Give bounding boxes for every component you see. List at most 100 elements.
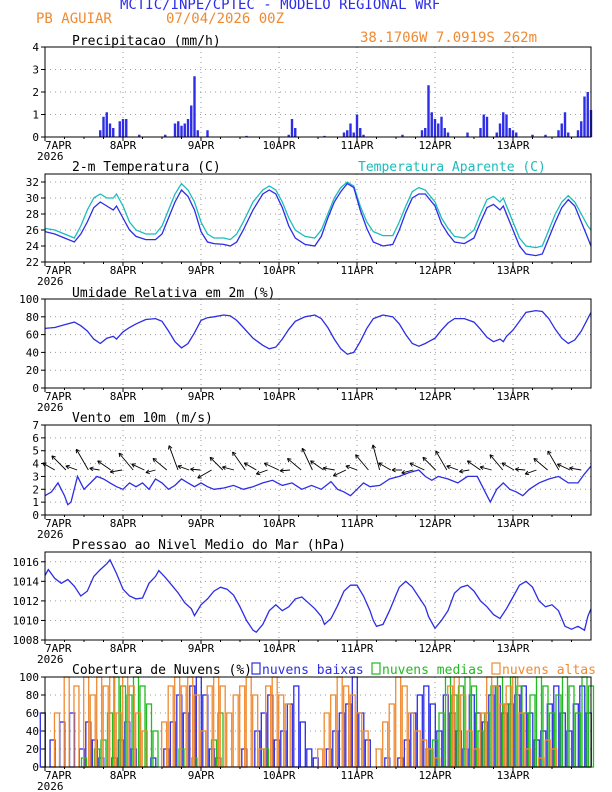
rh-ytick-label: 80 [26,311,39,324]
precip-bar [437,123,440,137]
clouds-xtick-label: 10APR [262,769,295,782]
cloud-legend-swatch [371,662,381,675]
temp-ytick-label: 30 [26,192,39,205]
clouds-ytick-label: 20 [26,743,39,756]
temp-series-line [44,182,592,257]
clouds-ytick-label: 100 [19,671,39,684]
rh-xtick-label: 10APR [262,390,295,403]
temp-xtick-label: 7APR [45,264,72,277]
wind-vector [372,444,381,471]
wind-xyear-label: 2026 [37,528,64,541]
rh-panel [41,298,592,392]
wind-vector-head [556,463,562,468]
wind-vector-head [131,463,136,468]
wind-vector-head [209,456,215,462]
wind-vector [145,469,156,474]
wind-vector [190,468,201,471]
rh-xtick-label: 7APR [45,390,72,403]
wind-vector [97,460,112,471]
rh-xtick-label: 9APR [188,390,215,403]
rh-ytick-label: 20 [26,364,39,377]
temp-xyear-label: 2026 [37,275,64,288]
precip-bar [105,112,108,137]
header-station: PB AGUIAR [36,11,112,27]
clouds-ytick-label: 40 [26,725,39,738]
precip-bar [580,121,583,137]
wind-vector-head [222,465,227,470]
clouds-xtick-label: 8APR [110,769,137,782]
pres-title: Pressao ao Nivel Medio do Mar (hPa) [72,538,346,553]
precip-bar [121,119,125,137]
precip-bar [433,119,437,137]
precip-bar [346,130,349,137]
wind-vector-head [51,455,56,460]
wind-vector [479,466,492,471]
precip-bar [502,112,505,137]
rh-ytick-label: 60 [26,329,39,342]
wind-vector [222,466,235,471]
wind-vector [287,458,302,471]
wind-xtick-label: 11APR [340,517,373,530]
wind-vector [256,469,268,475]
precip-bar [466,132,469,137]
precip-bar [498,123,502,137]
pres-xtick-label: 7APR [45,642,72,655]
temp-frame [44,173,592,263]
clouds-ytick-label: 80 [26,689,39,702]
precip-bar [482,114,485,137]
wind-vector [547,450,560,471]
clouds-xtick-label: 13APR [496,769,529,782]
clouds-xtick-label: 12APR [418,769,451,782]
precip-bar [544,134,547,137]
wind-ytick-label: 0 [32,509,39,522]
precip-bar [359,128,362,137]
cloud-legend-label: nuvens altas [502,663,596,678]
rh-xtick-label: 12APR [418,390,451,403]
pres-xtick-label: 13APR [496,642,529,655]
precip-bar [294,128,297,137]
wind-vector [435,450,448,471]
wind-ytick-label: 7 [32,419,39,432]
wind-ytick-label: 2 [32,483,39,496]
wind-vector-head [279,468,284,473]
pres-series-line [44,558,592,634]
precip-bar [495,132,498,137]
wind-xtick-label: 7APR [45,517,72,530]
wind-vector-head [533,457,538,463]
wind-vector-head [515,467,520,472]
wind-xtick-label: 10APR [262,517,295,530]
wind-vector [459,469,470,473]
wind-vector-head [569,466,574,471]
wind-vector [446,465,459,471]
clouds-bar [395,676,402,768]
clouds-title: Cobertura de Nuvens (%) [72,663,252,678]
precip-bar [349,123,352,137]
wind-vector-head [255,470,261,476]
wind-vector [131,463,145,471]
pres-ytick-label: 1008 [13,634,40,647]
pres-ytick-label: 1012 [13,595,40,608]
clouds-ytick-label: 0 [32,761,39,774]
pres-xtick-label: 12APR [418,642,451,655]
wind-vector [355,454,369,471]
precip-bar [560,123,563,137]
wind-vector-head [355,454,360,459]
wind-vector-head [409,462,414,467]
wind-vector-head [345,464,350,470]
precip-bar [190,105,193,137]
wind-vector-head [391,467,396,473]
precip-bar [193,76,196,137]
temp-xtick-label: 12APR [418,264,451,277]
precip-bar [557,130,560,137]
wind-vector [533,458,548,471]
temp-xtick-label: 9APR [188,264,215,277]
wind-vector-head [197,474,202,479]
precip-bar [99,130,102,137]
precip-bar [479,128,482,137]
precip-ytick-label: 4 [32,41,39,54]
precip-bar [531,134,534,137]
precip-bar [323,135,326,137]
clouds-xtick-label: 9APR [188,769,215,782]
precip-xtick-label: 13APR [496,139,529,152]
